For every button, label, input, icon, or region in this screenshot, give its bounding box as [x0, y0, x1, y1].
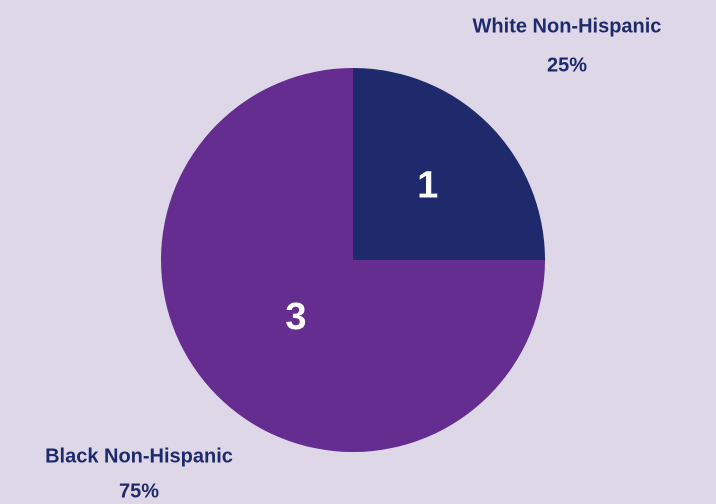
pie-slice — [161, 68, 545, 452]
pie-slice — [353, 68, 545, 260]
slice-category-label: Black Non-Hispanic — [45, 445, 233, 467]
slice-percent-label: 25% — [547, 54, 587, 76]
slice-value-label: 1 — [417, 164, 438, 206]
slice-value-label: 3 — [285, 296, 306, 338]
slice-percent-label: 75% — [119, 480, 159, 502]
slice-category-label: White Non-Hispanic — [473, 15, 662, 37]
